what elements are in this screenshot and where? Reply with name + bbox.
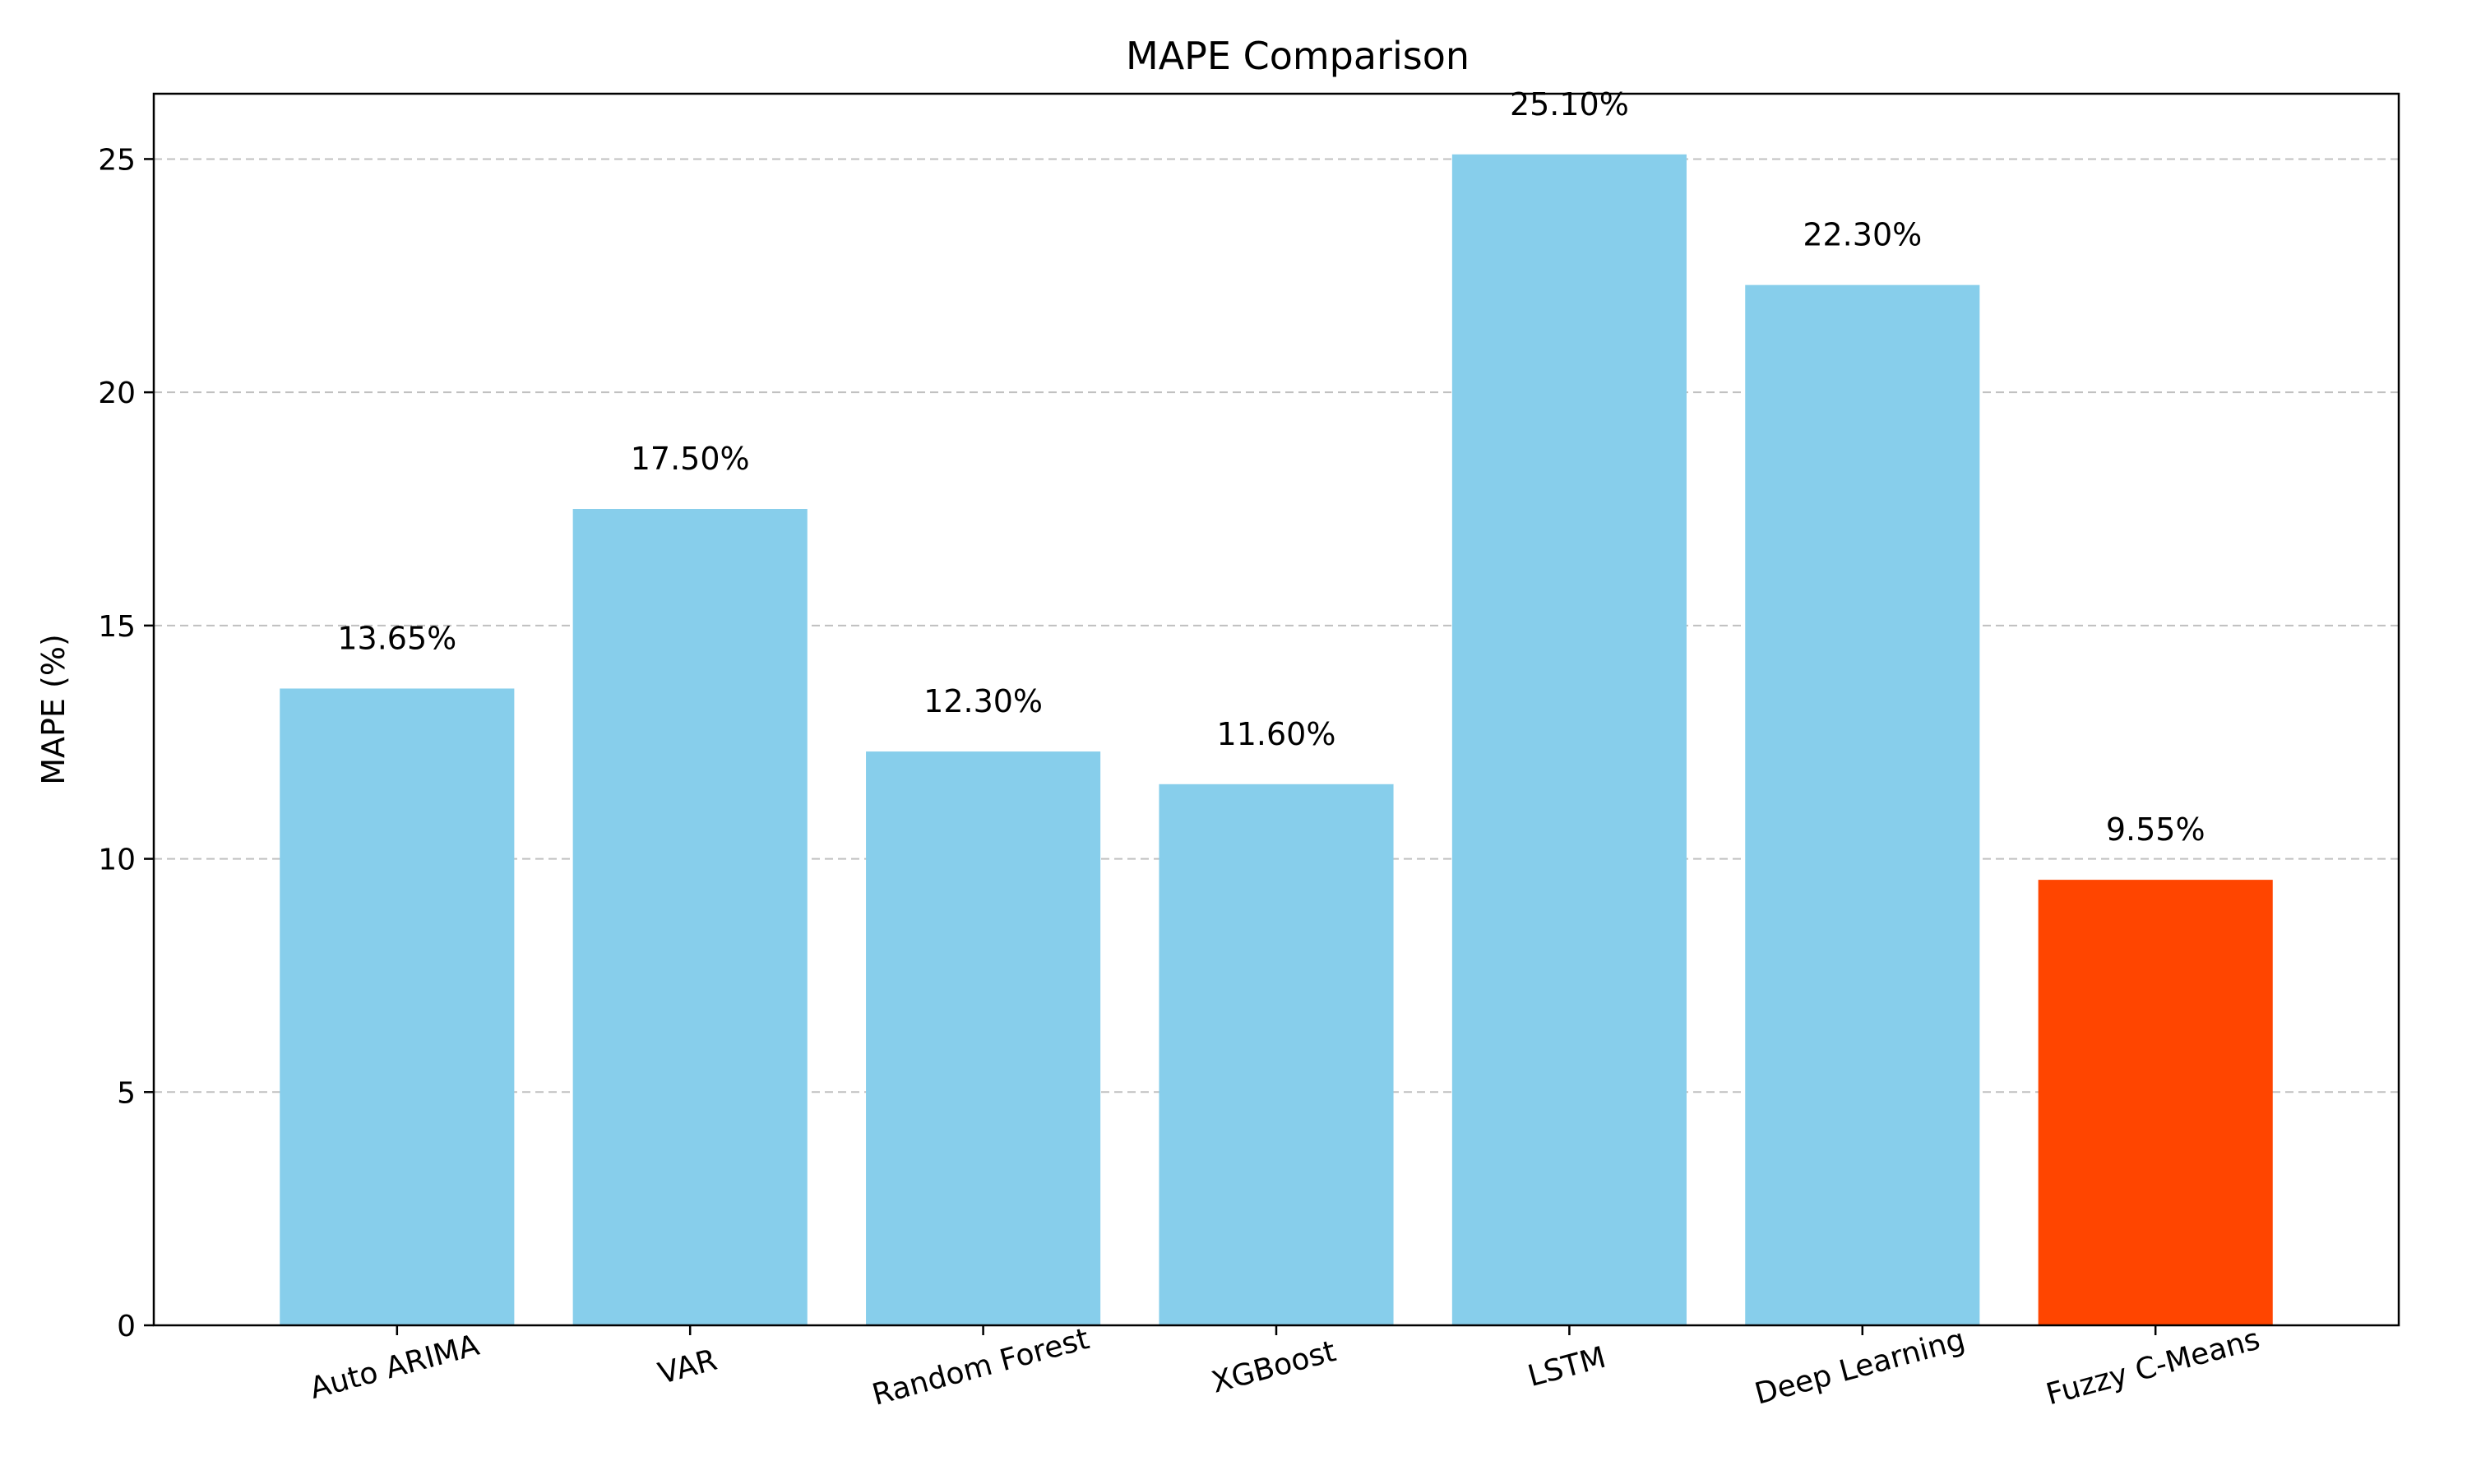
bar bbox=[572, 509, 808, 1325]
value-label: 9.55% bbox=[2106, 811, 2205, 848]
value-label: 12.30% bbox=[923, 683, 1043, 719]
y-tick-label: 5 bbox=[117, 1076, 136, 1110]
value-label: 11.60% bbox=[1217, 716, 1336, 752]
x-axis: Auto ARIMA VAR Random Forest XGBoost LSTM Dee… bbox=[307, 1322, 2264, 1412]
chart-title: MAPE Comparison bbox=[1126, 34, 1470, 78]
y-axis-label: MAPE (%) bbox=[35, 634, 72, 785]
bar bbox=[866, 751, 1101, 1325]
x-tick-label: Random Forest bbox=[868, 1322, 1092, 1412]
y-tick-label: 25 bbox=[98, 143, 136, 177]
value-label: 25.10% bbox=[1510, 86, 1629, 123]
data-labels: 13.65% 17.50% 12.30% 11.60% 25.10% 22.30% 9.55… bbox=[337, 86, 2205, 848]
x-tick-label: VAR bbox=[655, 1343, 720, 1391]
bar bbox=[1745, 284, 1980, 1326]
bar bbox=[1451, 154, 1687, 1326]
value-label: 22.30% bbox=[1803, 217, 1922, 253]
bar bbox=[2038, 880, 2273, 1325]
x-tick-label: Deep Learning bbox=[1752, 1323, 1969, 1412]
y-tick-label: 15 bbox=[98, 610, 136, 644]
value-label: 13.65% bbox=[337, 620, 456, 656]
y-tick-label: 10 bbox=[98, 844, 136, 877]
x-tick-label: XGBoost bbox=[1208, 1334, 1340, 1400]
value-label: 17.50% bbox=[631, 441, 750, 477]
x-tick-label: LSTM bbox=[1525, 1341, 1609, 1394]
bars bbox=[280, 154, 2273, 1326]
bar bbox=[280, 688, 515, 1325]
x-tick-label: Fuzzy C-Means bbox=[2043, 1323, 2264, 1412]
x-tick-label: Auto ARIMA bbox=[307, 1329, 484, 1406]
y-axis: 0 5 10 15 20 25 bbox=[98, 143, 154, 1343]
y-tick-label: 20 bbox=[98, 377, 136, 410]
bar bbox=[1159, 784, 1394, 1325]
grid-lines bbox=[154, 158, 2399, 1093]
y-tick-label: 0 bbox=[117, 1310, 136, 1343]
